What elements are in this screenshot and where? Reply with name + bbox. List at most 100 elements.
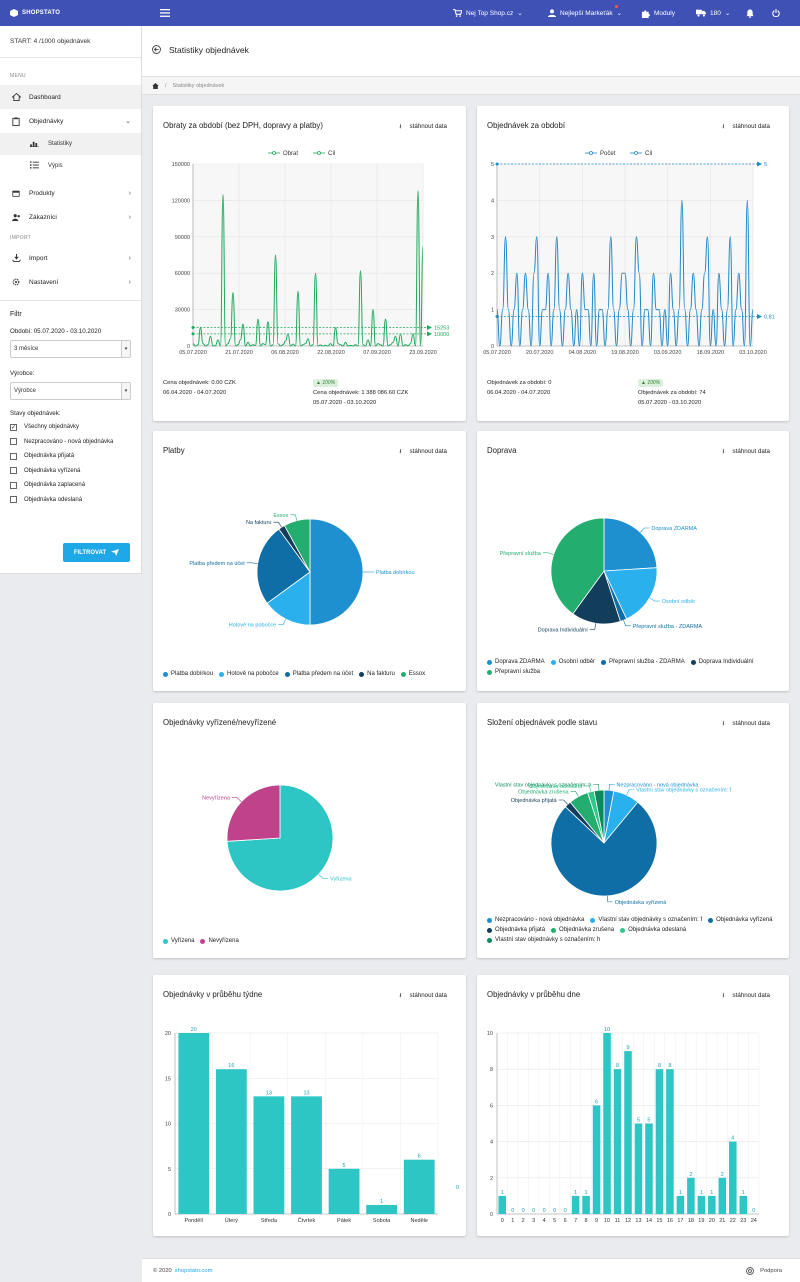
- shipping-card: Doprava ⭳ stáhnout data Doprava ZDARMA Oso…: [477, 431, 789, 691]
- state-checkbox-new[interactable]: Nezpracováno - nová objednávka: [10, 435, 131, 450]
- checkbox[interactable]: [10, 496, 17, 504]
- checkbox[interactable]: [10, 452, 17, 460]
- send-icon: [111, 549, 120, 556]
- y-tick-label: 90000: [175, 235, 190, 241]
- legend-label: Platba předem na účet: [292, 671, 354, 677]
- legend-item[interactable]: Přepravní služba: [487, 669, 540, 675]
- data-label: 16: [228, 1063, 234, 1069]
- pie-slice: [572, 570, 621, 625]
- checkbox[interactable]: [10, 467, 17, 475]
- legend-item[interactable]: Nezpracováno - nová objednávka: [487, 917, 584, 923]
- legend-item[interactable]: Objednávka přijatá: [487, 927, 545, 933]
- legend-label: Počet: [600, 151, 616, 157]
- state-checkbox-accepted[interactable]: Objednávka přijatá: [10, 449, 131, 464]
- legend-swatch: [708, 917, 714, 923]
- sidebar-item-products[interactable]: Produkty ›: [0, 181, 141, 205]
- bar: [655, 1069, 664, 1214]
- x-tick-label: 23: [740, 1218, 746, 1224]
- clipboard-icon: [10, 116, 22, 126]
- filter-title: Filtr: [10, 311, 22, 318]
- filter-button[interactable]: FILTROVAT: [63, 543, 130, 562]
- legend-item[interactable]: Doprava ZDARMA: [487, 659, 545, 665]
- download-data-button[interactable]: ⭳ stáhnout data: [722, 121, 770, 132]
- checkbox[interactable]: [10, 481, 17, 489]
- bar: [718, 1177, 727, 1214]
- legend-item[interactable]: Platba předem na účet: [284, 671, 354, 677]
- legend-item[interactable]: Přepravní služba - ZDARMA: [601, 659, 685, 665]
- maker-select[interactable]: Výrobce ▾: [10, 382, 131, 400]
- x-tick-label: 15: [656, 1218, 662, 1224]
- download-data-button[interactable]: ⭳ stáhnout data: [722, 990, 770, 1001]
- home-icon[interactable]: [152, 82, 159, 89]
- checkbox[interactable]: [10, 438, 17, 446]
- download-data-button[interactable]: ⭳ stáhnout data: [399, 990, 447, 1001]
- legend-item[interactable]: Nevyřízena: [200, 938, 239, 944]
- sidebar-subitem-list[interactable]: Výpis: [0, 155, 141, 177]
- home-icon: [10, 93, 22, 101]
- notifications-button[interactable]: [746, 0, 754, 26]
- logout-button[interactable]: [772, 0, 780, 26]
- legend-item[interactable]: Vlastní stav objednávky s označením: h: [487, 937, 600, 943]
- legend-item[interactable]: Vlastní stav objednávky s označením: f: [590, 917, 702, 923]
- data-label: 8: [616, 1063, 619, 1069]
- slice-leader: [290, 514, 298, 521]
- modules-link[interactable]: Moduly: [641, 0, 675, 26]
- sidebar-subitem-stats[interactable]: Statistiky: [0, 133, 141, 155]
- x-tick-label: 13: [635, 1218, 641, 1224]
- legend-item[interactable]: Osobní odběr: [550, 659, 595, 665]
- back-arrow-icon[interactable]: [152, 45, 161, 54]
- support-link[interactable]: Podpora: [746, 1267, 782, 1275]
- sidebar-item-dashboard[interactable]: Dashboard: [0, 85, 141, 109]
- brand[interactable]: SHOPSTATO: [10, 0, 60, 26]
- state-checkbox-sent[interactable]: Objednávka odeslaná: [10, 493, 131, 508]
- legend-item[interactable]: Platba dobírkou: [163, 671, 213, 677]
- store-name: Nej Top Shop.cz: [466, 9, 514, 17]
- logo-icon: [10, 9, 18, 17]
- legend-item[interactable]: Objednávka odeslaná: [620, 927, 686, 933]
- legend-item[interactable]: Objednávka zrušena: [551, 927, 614, 933]
- legend-swatch: [550, 659, 556, 665]
- y-tick-label: 4: [491, 198, 494, 204]
- checkbox[interactable]: ✓: [10, 423, 17, 431]
- y-tick-label: 60000: [175, 271, 190, 277]
- data-label: 4: [731, 1136, 734, 1142]
- support-label: Podpora: [760, 1268, 782, 1274]
- bar: [697, 1195, 706, 1214]
- chart-legend: Vyřízena Nevyřízena: [163, 938, 463, 944]
- legend-swatch: [551, 927, 557, 933]
- store-selector[interactable]: Nej Top Shop.cz ⌄: [453, 0, 523, 26]
- x-tick-label: 05.07.2020: [483, 350, 511, 356]
- download-data-button[interactable]: ⭳ stáhnout data: [722, 446, 770, 457]
- y-tick-label: 5: [168, 1167, 171, 1173]
- legend-item[interactable]: Vyřízena: [163, 938, 194, 944]
- state-checkbox-paid[interactable]: Objednávka zaplacená: [10, 478, 131, 493]
- stats-previous: Cena objednávek: 0.00 CZK 06.04.2020 - 0…: [163, 378, 236, 398]
- legend-item[interactable]: Essox: [400, 671, 425, 677]
- menu-toggle-button[interactable]: [160, 0, 170, 26]
- data-label: 1: [742, 1190, 745, 1196]
- x-tick-label: 19: [698, 1218, 704, 1224]
- legend-item[interactable]: Hotově na pobočce: [219, 671, 279, 677]
- legend-item[interactable]: Objednávka vyřízená: [708, 917, 773, 923]
- sidebar-item-settings[interactable]: Nastavení ›: [0, 270, 141, 294]
- legend-item[interactable]: Na fakturu: [359, 671, 395, 677]
- download-data-button[interactable]: ⭳ stáhnout data: [722, 718, 770, 729]
- sidebar-item-import[interactable]: Import ›: [0, 246, 141, 270]
- chart-legend: Platba dobírkou Hotově na pobočce Platba p…: [163, 671, 463, 677]
- legend-label: Cíl: [328, 151, 335, 157]
- download-data-button[interactable]: ⭳ stáhnout data: [399, 121, 447, 132]
- state-checkbox-done[interactable]: Objednávka vyřízená: [10, 464, 131, 479]
- sidebar-item-orders[interactable]: Objednávky ⌄: [0, 109, 141, 133]
- chevron-down-icon: ⌄: [517, 10, 523, 17]
- orders-counter[interactable]: 180 ⌄: [696, 0, 730, 26]
- x-tick-label: 5: [553, 1218, 556, 1224]
- footer-link[interactable]: shopstato.com: [174, 1267, 213, 1274]
- bar: [645, 1123, 653, 1214]
- user-menu[interactable]: Nejlepší Markeťák ⌄: [548, 0, 622, 26]
- download-data-button[interactable]: ⭳ stáhnout data: [399, 446, 447, 457]
- data-label: 0: [511, 1208, 514, 1214]
- sidebar-item-customers[interactable]: Zákazníci ›: [0, 205, 141, 229]
- legend-item[interactable]: Doprava Individuální: [690, 659, 753, 665]
- period-select[interactable]: 3 měsíce ▾: [10, 340, 131, 358]
- state-checkbox-all[interactable]: ✓ Všechny objednávky: [10, 420, 131, 435]
